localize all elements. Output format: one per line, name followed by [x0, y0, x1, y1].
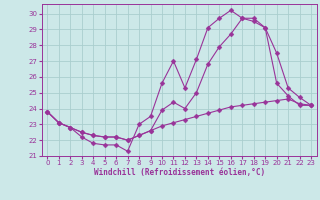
X-axis label: Windchill (Refroidissement éolien,°C): Windchill (Refroidissement éolien,°C): [94, 168, 265, 177]
